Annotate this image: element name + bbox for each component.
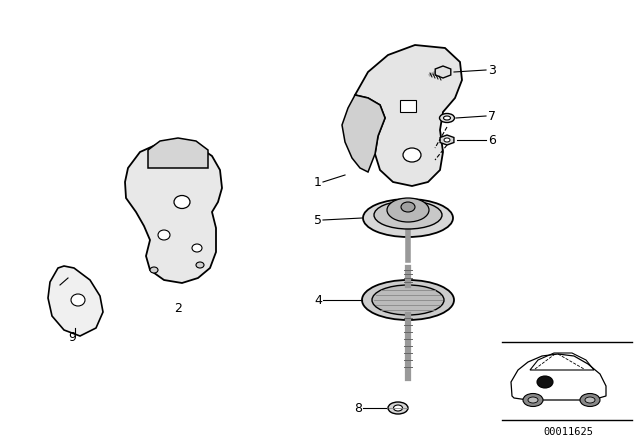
Text: 9: 9	[68, 331, 76, 344]
Ellipse shape	[401, 202, 415, 212]
Polygon shape	[440, 135, 454, 145]
Ellipse shape	[71, 294, 85, 306]
Ellipse shape	[388, 402, 408, 414]
Ellipse shape	[537, 376, 553, 388]
Text: 6: 6	[488, 134, 496, 146]
Text: 8: 8	[354, 401, 362, 414]
Polygon shape	[400, 100, 416, 112]
Ellipse shape	[150, 267, 158, 273]
Ellipse shape	[387, 198, 429, 222]
Polygon shape	[435, 66, 451, 78]
Ellipse shape	[444, 116, 451, 120]
Polygon shape	[342, 95, 385, 172]
Ellipse shape	[444, 138, 450, 142]
Text: 2: 2	[174, 302, 182, 314]
Ellipse shape	[158, 230, 170, 240]
Polygon shape	[148, 138, 208, 168]
Text: 3: 3	[488, 64, 496, 77]
Ellipse shape	[196, 262, 204, 268]
Ellipse shape	[192, 244, 202, 252]
Ellipse shape	[362, 280, 454, 320]
Ellipse shape	[585, 397, 595, 403]
Text: 1: 1	[314, 176, 322, 189]
Polygon shape	[125, 141, 222, 283]
Ellipse shape	[528, 397, 538, 403]
Ellipse shape	[363, 199, 453, 237]
Ellipse shape	[523, 393, 543, 406]
Text: 7: 7	[488, 109, 496, 122]
Ellipse shape	[174, 195, 190, 208]
Ellipse shape	[394, 405, 403, 411]
Text: 4: 4	[314, 293, 322, 306]
Text: 5: 5	[314, 214, 322, 227]
Ellipse shape	[374, 201, 442, 229]
Polygon shape	[48, 266, 103, 336]
Ellipse shape	[372, 285, 444, 315]
Ellipse shape	[403, 148, 421, 162]
Ellipse shape	[580, 393, 600, 406]
Ellipse shape	[440, 113, 454, 122]
Polygon shape	[355, 45, 462, 186]
Text: 00011625: 00011625	[543, 427, 593, 437]
